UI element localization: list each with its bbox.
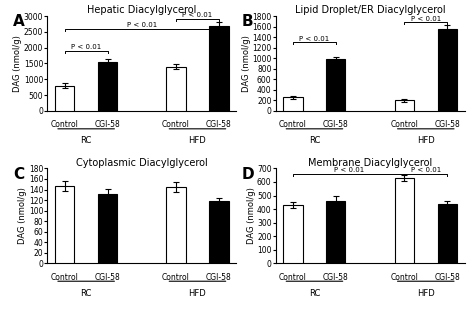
Text: CGI-58: CGI-58: [323, 120, 349, 129]
Text: Control: Control: [51, 273, 79, 282]
Text: Control: Control: [279, 273, 307, 282]
Text: Control: Control: [162, 120, 190, 129]
Y-axis label: DAG (nmol/g): DAG (nmol/g): [13, 35, 22, 92]
Text: P < 0.01: P < 0.01: [127, 22, 157, 28]
Y-axis label: DAG (nmol/g): DAG (nmol/g): [242, 35, 251, 92]
Text: HFD: HFD: [417, 136, 435, 145]
Bar: [438, 29, 457, 111]
Text: CGI-58: CGI-58: [95, 273, 120, 282]
Text: RC: RC: [81, 136, 92, 145]
Text: P < 0.01: P < 0.01: [334, 167, 364, 173]
Text: A: A: [13, 14, 25, 29]
Bar: [209, 201, 228, 263]
Bar: [55, 85, 74, 111]
Bar: [98, 62, 117, 111]
Text: P < 0.01: P < 0.01: [300, 36, 329, 42]
Text: RC: RC: [309, 289, 320, 298]
Text: CGI-58: CGI-58: [206, 120, 232, 129]
Text: HFD: HFD: [189, 136, 206, 145]
Text: Control: Control: [391, 120, 418, 129]
Bar: [55, 186, 74, 263]
Text: C: C: [13, 167, 25, 182]
Text: P < 0.01: P < 0.01: [410, 16, 441, 22]
Y-axis label: DAG (nmol/g): DAG (nmol/g): [18, 187, 27, 244]
Text: RC: RC: [309, 136, 320, 145]
Bar: [98, 194, 117, 263]
Text: B: B: [242, 14, 253, 29]
Text: P < 0.01: P < 0.01: [71, 44, 101, 50]
Text: CGI-58: CGI-58: [95, 120, 120, 129]
Text: Control: Control: [162, 273, 190, 282]
Text: CGI-58: CGI-58: [434, 120, 460, 129]
Bar: [166, 187, 186, 263]
Bar: [283, 97, 303, 111]
Bar: [166, 66, 186, 111]
Text: D: D: [242, 167, 255, 182]
Bar: [209, 26, 228, 111]
Y-axis label: DAG (nmol/g): DAG (nmol/g): [246, 187, 255, 244]
Bar: [395, 100, 414, 111]
Text: RC: RC: [81, 289, 92, 298]
Text: CGI-58: CGI-58: [323, 273, 349, 282]
Title: Cytoplasmic Diacylglycerol: Cytoplasmic Diacylglycerol: [76, 158, 208, 168]
Text: P < 0.01: P < 0.01: [410, 167, 441, 173]
Bar: [395, 178, 414, 263]
Bar: [438, 204, 457, 263]
Text: HFD: HFD: [417, 289, 435, 298]
Bar: [283, 205, 303, 263]
Title: Membrane Diacylglycerol: Membrane Diacylglycerol: [308, 158, 432, 168]
Text: Control: Control: [391, 273, 418, 282]
Text: HFD: HFD: [189, 289, 206, 298]
Bar: [326, 59, 346, 111]
Text: Control: Control: [51, 120, 79, 129]
Title: Hepatic Diacylglycerol: Hepatic Diacylglycerol: [87, 5, 197, 15]
Title: Lipid Droplet/ER Diacylglycerol: Lipid Droplet/ER Diacylglycerol: [295, 5, 446, 15]
Bar: [326, 201, 346, 263]
Text: CGI-58: CGI-58: [434, 273, 460, 282]
Text: Control: Control: [279, 120, 307, 129]
Text: P < 0.01: P < 0.01: [182, 13, 212, 18]
Text: CGI-58: CGI-58: [206, 273, 232, 282]
